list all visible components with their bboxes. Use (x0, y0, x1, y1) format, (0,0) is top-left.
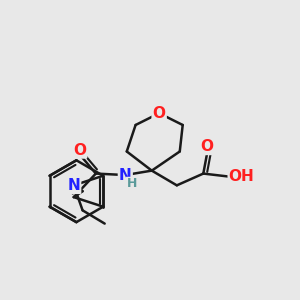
Text: O: O (73, 142, 86, 158)
Text: N: N (68, 178, 80, 193)
Text: OH: OH (229, 169, 254, 184)
Text: N: N (119, 167, 132, 182)
Text: O: O (200, 139, 213, 154)
Text: H: H (127, 177, 137, 190)
Text: O: O (153, 106, 166, 121)
